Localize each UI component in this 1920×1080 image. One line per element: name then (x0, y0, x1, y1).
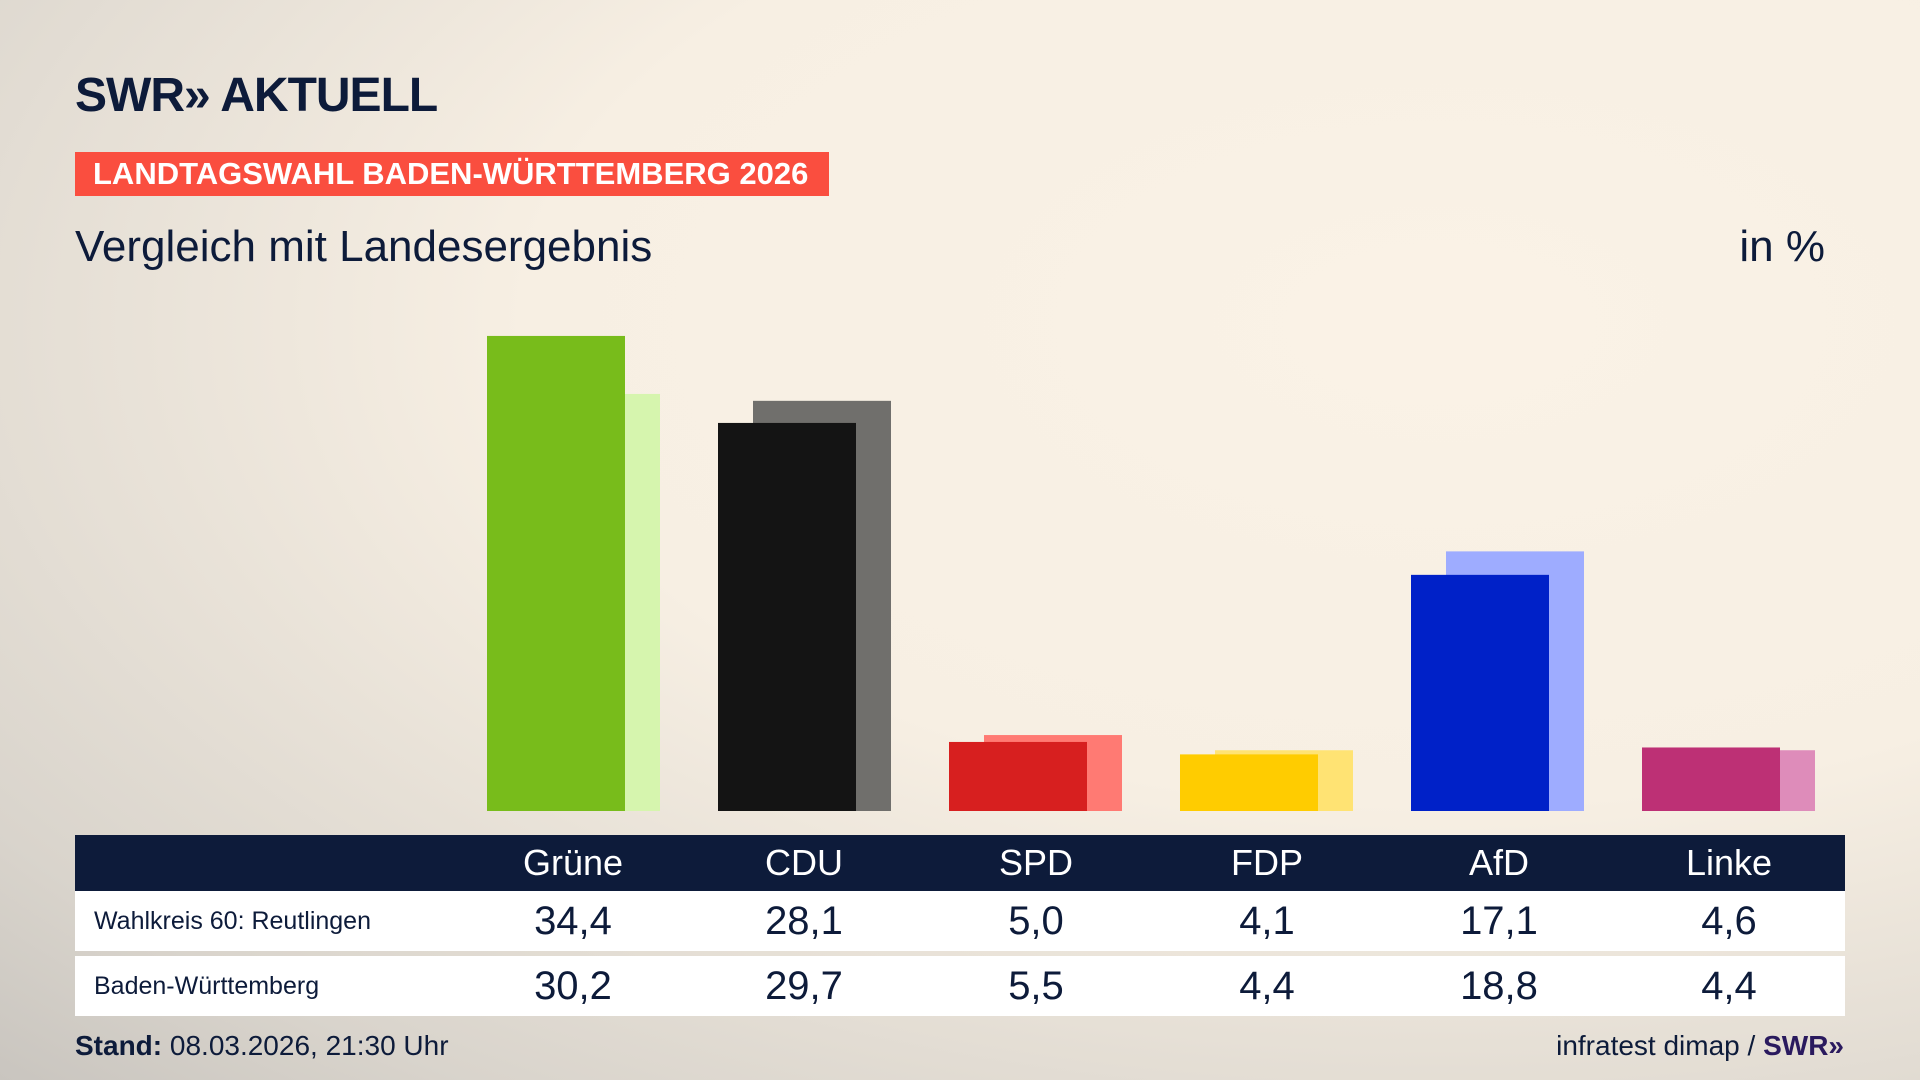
table-cell: 18,8 (1460, 964, 1538, 1008)
header-cdu: CDU (765, 842, 843, 883)
table-cell: 4,6 (1701, 899, 1757, 943)
table-cell: 4,1 (1239, 899, 1295, 943)
table-cell: 29,7 (765, 964, 843, 1008)
swr-aktuell-logo: SWR» AKTUELL (75, 69, 438, 122)
bar-district-fdp (1180, 754, 1318, 811)
table-header: Grüne CDU SPD FDP AfD Linke (75, 835, 1845, 891)
header-spd: SPD (998, 842, 1074, 883)
unit-label: in % (1739, 222, 1825, 271)
source-text: infratest dimap / (1556, 1030, 1764, 1061)
table-cell: 30,2 (534, 964, 612, 1008)
table-row: Baden-Württemberg 30,2 29,7 5,5 4,4 18,8… (75, 956, 1845, 1016)
swr-logo: SWR» (1763, 1030, 1844, 1061)
row-label: Baden-Württemberg (94, 972, 320, 1000)
bar-district-spd (949, 741, 1087, 811)
source: infratest dimap / SWR» (1556, 1030, 1844, 1062)
table-cell: 4,4 (1239, 964, 1295, 1008)
row-label: Wahlkreis 60: Reutlingen (94, 907, 371, 935)
stand-label: Stand: (75, 1030, 163, 1061)
table-cell: 5,5 (1008, 964, 1064, 1008)
bar-district-cdu (718, 422, 856, 811)
header-fdp: FDP (1231, 842, 1303, 883)
table-cell: 34,4 (534, 899, 612, 943)
table-cell: 4,4 (1701, 964, 1757, 1008)
header-afd: AfD (1468, 842, 1529, 883)
bar-district-afd (1411, 574, 1549, 811)
bar-district-linke (1642, 747, 1780, 811)
bar-chart (487, 335, 1815, 811)
table-cell: 28,1 (765, 899, 843, 943)
chart-subtitle: Vergleich mit Landesergebnis (75, 222, 653, 271)
timestamp: Stand: 08.03.2026, 21:30 Uhr (75, 1030, 449, 1062)
stand-value: 08.03.2026, 21:30 Uhr (162, 1030, 449, 1061)
table-cell: 17,1 (1460, 899, 1538, 943)
header-gruene: Grüne (522, 842, 624, 883)
table-cell: 5,0 (1008, 899, 1064, 943)
table-row: Wahlkreis 60: Reutlingen 34,4 28,1 5,0 4… (75, 891, 1845, 951)
election-banner: LANDTAGSWAHL BADEN-WÜRTTEMBERG 2026 (75, 152, 829, 196)
header-linke: Linke (1685, 842, 1773, 883)
bar-district-grüne (487, 335, 625, 811)
